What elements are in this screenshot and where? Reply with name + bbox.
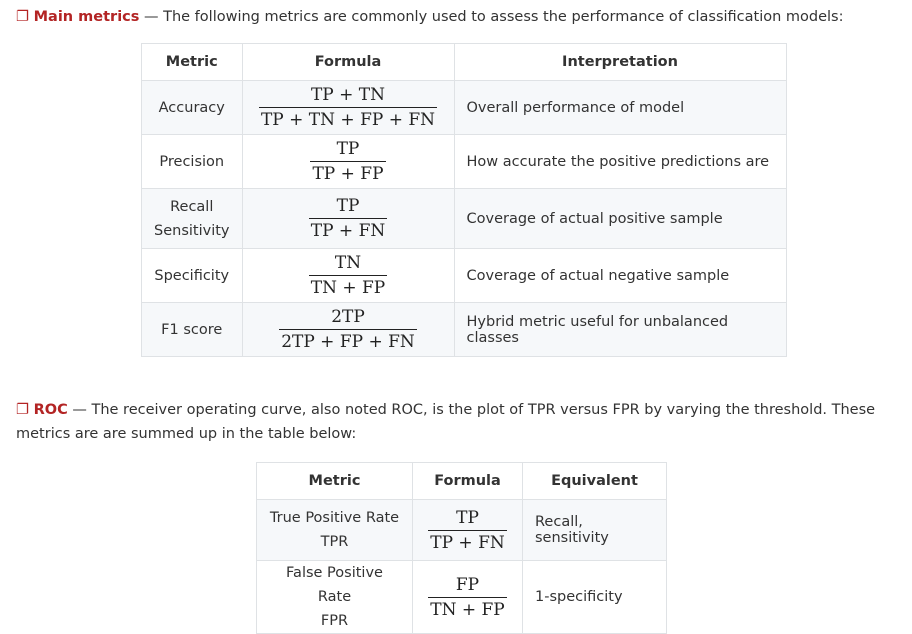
- table-row: Accuracy TP + TN TP + TN + FP + FN Overa…: [141, 80, 787, 135]
- fraction: TP TP + FP: [310, 139, 386, 184]
- column-header-interpretation: Interpretation: [453, 43, 787, 81]
- fraction-denominator: 2TP + FP + FN: [279, 329, 417, 352]
- fraction-numerator: TP + TN: [310, 85, 386, 105]
- fraction: TP + TN TP + TN + FP + FN: [258, 85, 438, 130]
- fraction-denominator: TP + TN + FP + FN: [258, 107, 438, 130]
- interpretation-cell: How accurate the positive predictions ar…: [453, 134, 787, 189]
- table-row: F1 score 2TP 2TP + FP + FN Hybrid metric…: [141, 302, 787, 357]
- table-row: True Positive Rate TPR TP TP + FN Recall…: [256, 499, 667, 561]
- interpretation-cell: Coverage of actual negative sample: [453, 248, 787, 303]
- metric-name: Accuracy: [141, 80, 243, 135]
- metric-name: False Positive Rate FPR: [256, 560, 413, 634]
- interpretation-cell: Coverage of actual positive sample: [453, 188, 787, 249]
- column-header-metric: Metric: [256, 462, 413, 500]
- equivalent-cell: Recall, sensitivity: [522, 499, 667, 561]
- column-header-equivalent: Equivalent: [522, 462, 667, 500]
- formula-cell: TP TP + FP: [241, 134, 455, 189]
- formula-cell: TP TP + FN: [412, 499, 523, 561]
- fraction: TP TP + FN: [428, 508, 507, 553]
- metric-name: True Positive Rate TPR: [256, 499, 413, 561]
- column-header-formula: Formula: [412, 462, 523, 500]
- table-header-row: Metric Formula Interpretation: [141, 43, 787, 81]
- formula-cell: TP + TN TP + TN + FP + FN: [241, 80, 455, 135]
- table-row: Recall Sensitivity TP TP + FN Coverage o…: [141, 188, 787, 249]
- metric-name-line2: TPR: [320, 534, 349, 550]
- metric-name-line2: FPR: [320, 613, 349, 629]
- fraction-denominator: TP + FN: [308, 218, 388, 241]
- roc-term: ROC: [33, 402, 68, 418]
- classification-metrics-table: Metric Formula Interpretation Accuracy T…: [141, 43, 787, 357]
- fraction: TN TN + FP: [308, 253, 388, 298]
- main-metrics-term: Main metrics: [33, 9, 140, 25]
- metric-name-line1: False Positive Rate: [286, 565, 383, 605]
- fraction-denominator: TN + FP: [308, 275, 388, 298]
- fraction-numerator: TP: [336, 139, 360, 159]
- metric-name: Precision: [141, 134, 243, 189]
- fraction-denominator: TN + FP: [428, 596, 507, 620]
- equivalent-cell: 1-specificity: [522, 560, 667, 634]
- main-metrics-paragraph: ❐ Main metrics — The following metrics a…: [16, 5, 906, 29]
- roc-description: — The receiver operating curve, also not…: [16, 402, 876, 442]
- column-header-formula: Formula: [241, 43, 455, 81]
- metric-name: F1 score: [141, 302, 243, 357]
- main-metrics-description: — The following metrics are commonly use…: [139, 9, 844, 25]
- fraction: TP TP + FN: [308, 196, 388, 241]
- checkbox-square-icon: ❐: [16, 9, 29, 25]
- metric-name-line1: Recall: [170, 198, 214, 215]
- fraction-denominator: TP + FN: [428, 529, 507, 553]
- fraction: 2TP 2TP + FP + FN: [279, 307, 417, 352]
- checkbox-square-icon: ❐: [16, 402, 29, 418]
- metric-name-line2: Sensitivity: [154, 222, 230, 239]
- fraction: FP TN + FP: [428, 575, 507, 620]
- formula-cell: FP TN + FP: [412, 560, 523, 634]
- formula-cell: TP TP + FN: [241, 188, 455, 249]
- fraction-numerator: TN: [334, 253, 362, 273]
- table-row: False Positive Rate FPR FP TN + FP 1-spe…: [256, 560, 667, 634]
- table-row: Specificity TN TN + FP Coverage of actua…: [141, 248, 787, 303]
- roc-metrics-table: Metric Formula Equivalent True Positive …: [256, 462, 667, 634]
- roc-paragraph: ❐ ROC — The receiver operating curve, al…: [16, 398, 904, 446]
- column-header-metric: Metric: [141, 43, 243, 81]
- table-header-row: Metric Formula Equivalent: [256, 462, 667, 500]
- metric-name: Recall Sensitivity: [141, 188, 243, 249]
- metric-name: Specificity: [141, 248, 243, 303]
- fraction-numerator: FP: [455, 574, 480, 595]
- fraction-denominator: TP + FP: [310, 161, 386, 184]
- formula-cell: 2TP 2TP + FP + FN: [241, 302, 455, 357]
- fraction-numerator: TP: [336, 196, 360, 216]
- fraction-numerator: 2TP: [331, 307, 365, 327]
- interpretation-cell: Hybrid metric useful for unbalanced clas…: [453, 302, 787, 357]
- metric-name-line1: True Positive Rate: [269, 510, 400, 526]
- fraction-numerator: TP: [456, 507, 479, 528]
- interpretation-cell: Overall performance of model: [453, 80, 787, 135]
- table-row: Precision TP TP + FP How accurate the po…: [141, 134, 787, 189]
- formula-cell: TN TN + FP: [241, 248, 455, 303]
